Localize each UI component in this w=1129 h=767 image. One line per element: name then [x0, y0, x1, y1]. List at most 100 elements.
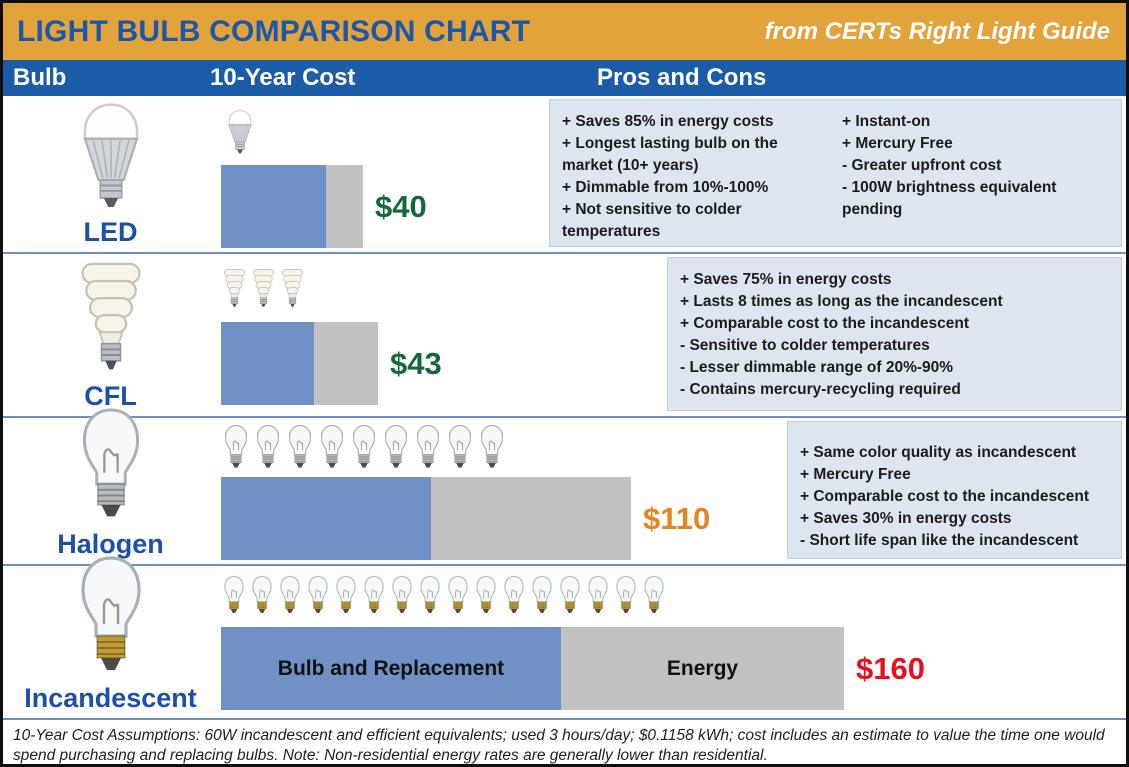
led-cost-bar: [221, 165, 363, 248]
led-bulb-figure: LED: [3, 96, 218, 250]
cfl-cost-bar: [221, 322, 378, 405]
classic-bulb-icon: [389, 571, 415, 621]
bulb-cost-segment: Bulb and Replacement: [221, 627, 561, 710]
classic-bulb-icon: [305, 571, 331, 621]
pros-cons-line: + Instant-on: [842, 113, 931, 130]
led-mini-icon-row: [225, 108, 427, 158]
bulb-cost-segment: [221, 322, 314, 405]
pros-cons-line: - Contains mercury-recycling required: [680, 381, 961, 398]
cfl-pros-cons-panel: + Saves 75% in energy costs + Lasts 8 tim…: [667, 257, 1122, 411]
cfl-bulb-icon: [73, 258, 149, 380]
cfl-bulb-icon: [279, 260, 306, 318]
led-cost-cluster: $40: [221, 108, 427, 248]
source-credit: from CERTs Right Light Guide: [764, 17, 1110, 45]
halogen-pros-cons-panel: + Same color quality as incandescent + Me…: [787, 421, 1122, 559]
classic-bulb-icon: [529, 571, 555, 621]
pros-cons-line: + Same color quality as incandescent: [800, 444, 1077, 461]
classic-bulb-icon: [557, 571, 583, 621]
page-title: LIGHT BULB COMPARISON CHART: [17, 14, 531, 48]
cfl-bulb-icon: [250, 260, 277, 318]
classic-bulb-icon: [445, 423, 475, 473]
row-cfl: CFL $43 + Saves 75% in energy costs + Las…: [3, 254, 1126, 418]
cfl-mini-icon-row: [221, 260, 442, 318]
halogen-bulb-icon: [73, 406, 149, 528]
led-bar-line: $40: [221, 165, 427, 248]
pros-cons-line: + Longest lasting bulb on the market (10…: [562, 135, 778, 174]
pros-cons-line: - Lesser dimmable range of 20%-90%: [680, 359, 954, 376]
pros-cons-line: - 100W brightness equivalent pending: [842, 179, 1057, 218]
pros-cons-column: + Instant-on + Mercury Free - Greater upfr…: [842, 111, 1109, 240]
classic-bulb-icon: [473, 571, 499, 621]
pros-cons-line: + Saves 30% in energy costs: [800, 510, 1012, 527]
halogen-mini-icon-row: [221, 423, 710, 473]
classic-bulb-icon: [445, 571, 471, 621]
classic-bulb-icon: [333, 571, 359, 621]
pros-cons-line: + Comparable cost to the incandescent: [800, 488, 1089, 505]
bulb-name-label: LED: [83, 216, 138, 247]
row-led: LED $40 + Saves 85% in energy costs + Lon…: [3, 96, 1126, 254]
incandescent-cost-cluster: Bulb and Replacement Energy $160: [221, 571, 925, 710]
classic-bulb-icon: [221, 423, 251, 473]
classic-bulb-icon: [585, 571, 611, 621]
bulb-name-label: CFL: [84, 380, 137, 411]
classic-bulb-icon: [249, 571, 275, 621]
header-band: LIGHT BULB COMPARISON CHART from CERTs R…: [3, 3, 1126, 60]
row-incandescent: Incandescent Bulb and Replacement Energy…: [3, 566, 1126, 720]
energy-cost-segment: [431, 477, 631, 560]
bulb-name-label: Incandescent: [24, 682, 197, 713]
led-bulb-icon: [75, 101, 147, 216]
classic-bulb-icon: [285, 423, 315, 473]
pros-cons-line: + Saves 75% in energy costs: [680, 271, 892, 288]
energy-cost-segment: [314, 322, 378, 405]
assumptions-footnote: 10-Year Cost Assumptions: 60W incandesce…: [3, 720, 1126, 764]
incandescent-cost-bar: Bulb and Replacement Energy: [221, 627, 844, 710]
classic-bulb-icon: [501, 571, 527, 621]
halogen-cost-bar: [221, 477, 631, 560]
column-header-cost: 10-Year Cost: [210, 64, 356, 91]
classic-bulb-icon: [413, 423, 443, 473]
energy-segment-label: Energy: [666, 656, 739, 680]
pros-cons-line: - Sensitive to colder temperatures: [680, 337, 930, 354]
cfl-bar-line: $43: [221, 322, 442, 405]
cost-value-label: $160: [856, 650, 925, 686]
classic-bulb-icon: [417, 571, 443, 621]
classic-bulb-icon: [613, 571, 639, 621]
cfl-cost-cluster: $43: [221, 260, 442, 405]
classic-bulb-icon: [221, 571, 247, 621]
classic-bulb-icon: [317, 423, 347, 473]
led-pros-cons-panel: + Saves 85% in energy costs + Longest las…: [549, 99, 1122, 247]
pros-cons-line: + Not sensitive to colder temperatures: [562, 201, 742, 240]
bulb-segment-label: Bulb and Replacement: [277, 656, 505, 680]
pros-cons-line: - Short life span like the incandescent: [800, 532, 1079, 549]
pros-cons-line: - Greater upfront cost: [842, 157, 1002, 174]
pros-cons-line: + Dimmable from 10%-100%: [562, 179, 769, 196]
cost-value-label: $40: [375, 188, 427, 224]
classic-bulb-icon: [361, 571, 387, 621]
energy-cost-segment: [326, 165, 363, 248]
halogen-bar-line: $110: [221, 477, 710, 560]
column-header-band: Bulb 10-Year Cost Pros and Cons: [3, 60, 1126, 96]
pros-cons-line: + Lasts 8 times as long as the incandesc…: [680, 293, 1003, 310]
cfl-bulb-figure: CFL: [3, 254, 218, 414]
cost-value-label: $110: [643, 500, 711, 536]
pros-cons-line: + Mercury Free: [800, 466, 911, 483]
row-halogen: Halogen $110 + Same color quality as inc…: [3, 418, 1126, 566]
led-bulb-icon: [225, 108, 255, 158]
classic-bulb-icon: [277, 571, 303, 621]
incandescent-mini-icon-row: [221, 571, 925, 621]
column-header-pros-cons: Pros and Cons: [597, 64, 767, 91]
pros-cons-column: + Saves 85% in energy costs + Longest las…: [562, 111, 818, 240]
classic-bulb-icon: [641, 571, 667, 621]
halogen-bulb-figure: Halogen: [3, 418, 218, 562]
pros-cons-line: + Saves 85% in energy costs: [562, 113, 774, 130]
incandescent-bulb-figure: Incandescent: [3, 566, 218, 716]
halogen-cost-cluster: $110: [221, 423, 710, 560]
incandescent-bulb-icon: [71, 554, 151, 682]
cost-value-label: $43: [390, 345, 442, 381]
bulb-name-label: Halogen: [57, 528, 164, 559]
pros-cons-line: + Mercury Free: [842, 135, 953, 152]
classic-bulb-icon: [349, 423, 379, 473]
classic-bulb-icon: [477, 423, 507, 473]
incandescent-bar-line: Bulb and Replacement Energy $160: [221, 627, 925, 710]
cfl-bulb-icon: [221, 260, 248, 318]
